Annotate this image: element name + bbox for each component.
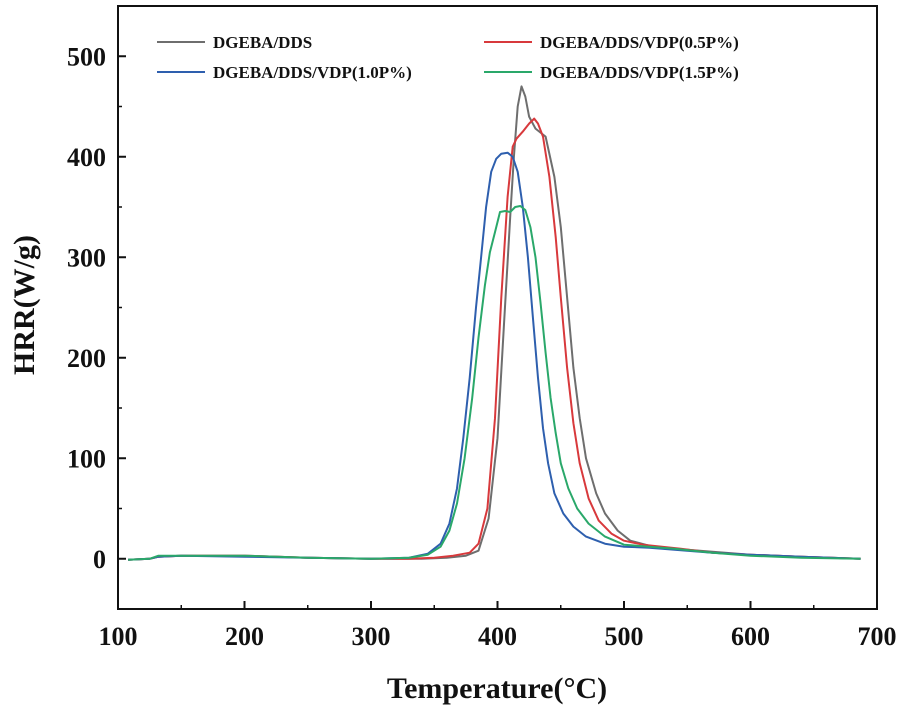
plot-area xyxy=(128,85,861,561)
plot-frame xyxy=(117,5,878,610)
y-tick-label: 100 xyxy=(67,444,106,473)
y-tick-label: 500 xyxy=(67,42,106,71)
y-tick-label: 300 xyxy=(67,243,106,272)
y-axis-title: HRR(W/g) xyxy=(8,235,41,375)
series-line-3 xyxy=(128,151,861,561)
series-line-4 xyxy=(128,205,861,561)
x-axis-title: Temperature(°C) xyxy=(387,672,607,705)
y-tick-label: 400 xyxy=(67,143,106,172)
legend-label-3: DGEBA/DDS/VDP(1.0P%) xyxy=(213,63,412,82)
series-line-1 xyxy=(128,85,861,561)
legend-label-2: DGEBA/DDS/VDP(0.5P%) xyxy=(540,33,739,52)
x-tick-label: 600 xyxy=(731,622,770,651)
series-line-2 xyxy=(128,117,861,561)
legend-label-1: DGEBA/DDS xyxy=(213,33,312,52)
x-tick-label: 300 xyxy=(352,622,391,651)
y-tick-label: 200 xyxy=(67,344,106,373)
x-tick-label: 100 xyxy=(99,622,138,651)
legend: DGEBA/DDS DGEBA/DDS/VDP(0.5P%) DGEBA/DDS/V… xyxy=(157,33,739,82)
x-tick-label: 700 xyxy=(858,622,897,651)
x-tick-label: 500 xyxy=(605,622,644,651)
legend-label-4: DGEBA/DDS/VDP(1.5P%) xyxy=(540,63,739,82)
x-tick-label: 200 xyxy=(225,622,264,651)
y-tick-label: 0 xyxy=(93,545,106,574)
axes: 100 200 300 400 500 600 700 0 100 200 300 400 500 xyxy=(67,5,897,651)
x-tick-label: 400 xyxy=(478,622,517,651)
